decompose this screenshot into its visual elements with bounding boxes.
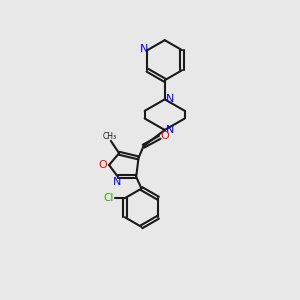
Text: O: O [160,131,169,141]
Text: N: N [166,94,174,104]
Text: CH₃: CH₃ [102,132,116,141]
Text: Cl: Cl [104,193,114,203]
Text: N: N [112,177,121,187]
Text: N: N [166,125,174,135]
Text: O: O [99,160,108,170]
Text: N: N [140,44,148,54]
